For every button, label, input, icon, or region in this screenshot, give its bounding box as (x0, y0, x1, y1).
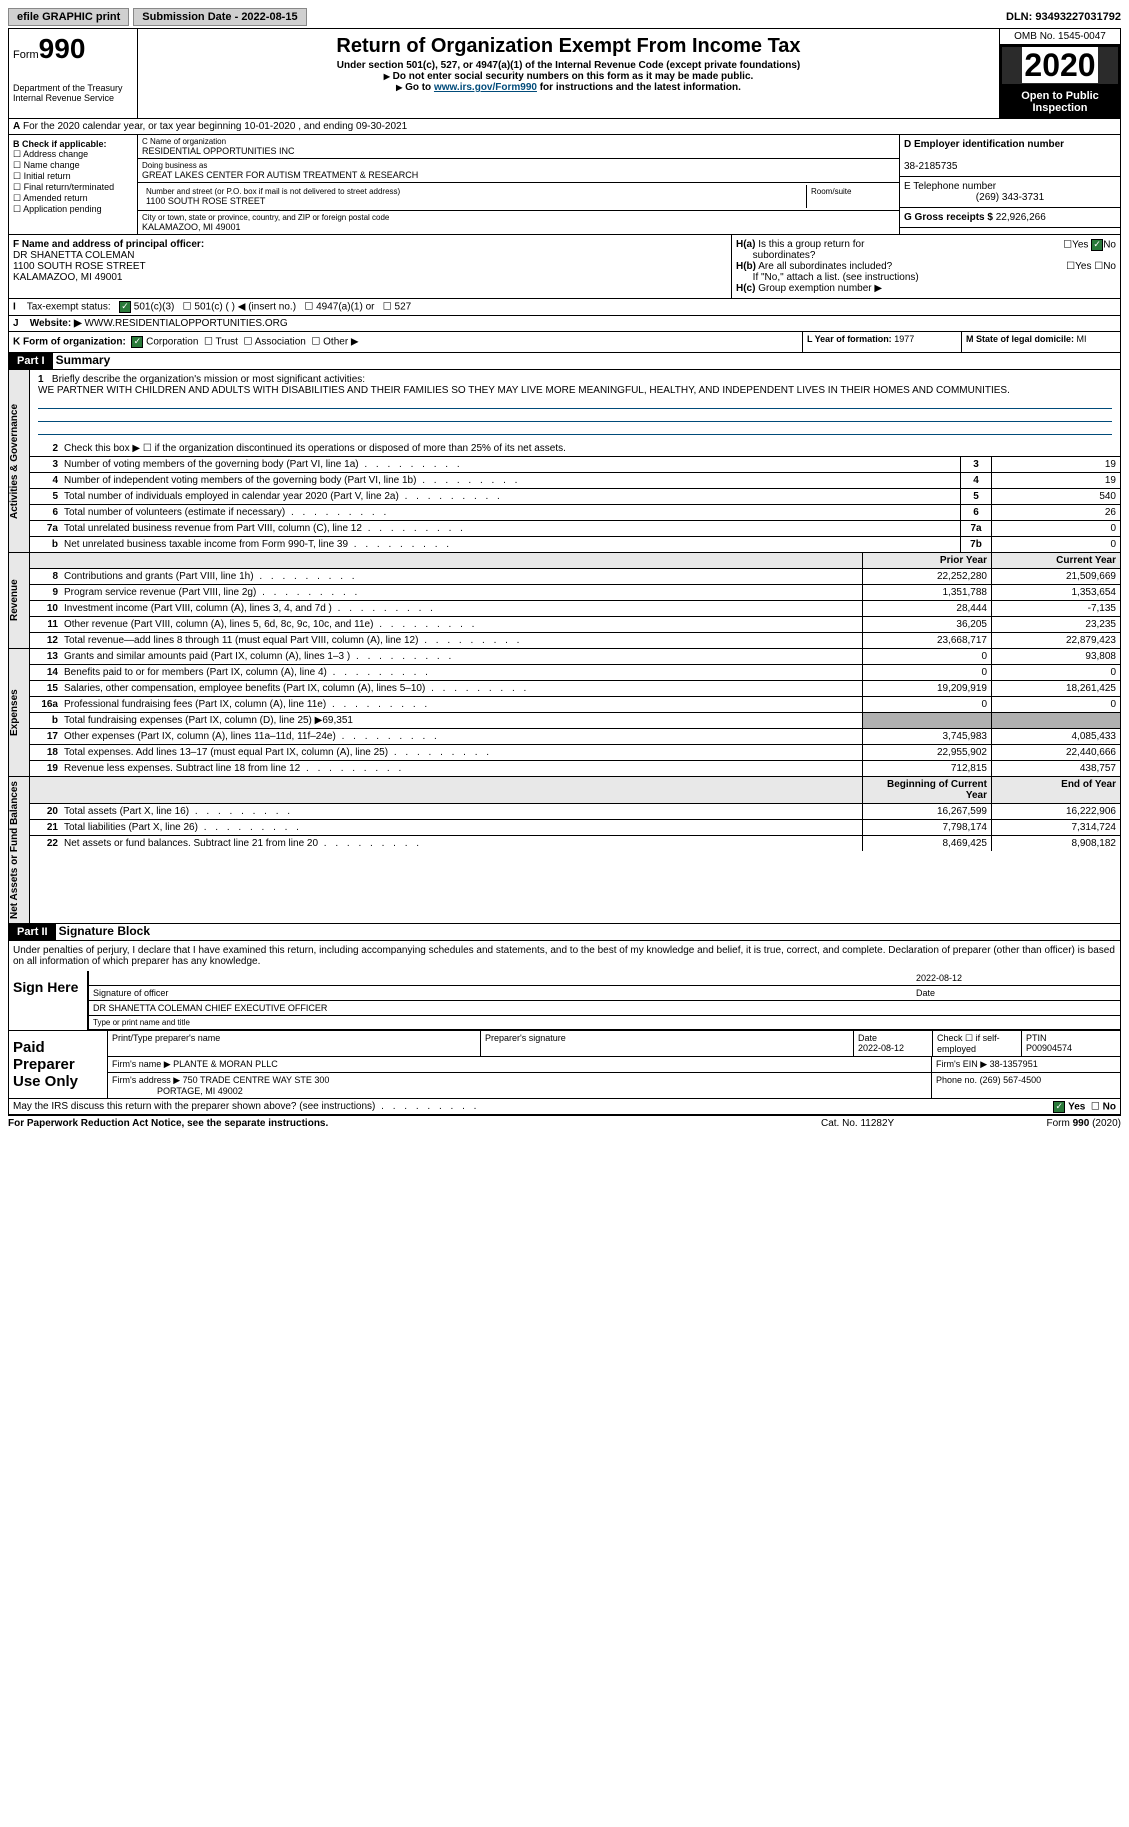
year-formation: 1977 (894, 334, 914, 344)
irs-link[interactable]: www.irs.gov/Form990 (434, 82, 537, 93)
summary-governance: Activities & Governance 1 Briefly descri… (8, 370, 1121, 553)
website: WWW.RESIDENTIALOPPORTUNITIES.ORG (84, 318, 287, 329)
vtab-revenue: Revenue (9, 553, 30, 648)
subtitle: Under section 501(c), 527, or 4947(a)(1)… (142, 60, 995, 71)
box-b: B Check if applicable: ☐ Address change … (9, 135, 138, 234)
summary-line: 7aTotal unrelated business revenue from … (30, 521, 1120, 537)
omb-number: OMB No. 1545-0047 (1000, 29, 1120, 45)
mission-text: WE PARTNER WITH CHILDREN AND ADULTS WITH… (38, 385, 1010, 396)
efile-btn[interactable]: efile GRAPHIC print (8, 8, 129, 26)
part1-header: Part I (9, 353, 53, 369)
summary-line: 20Total assets (Part X, line 16)16,267,5… (30, 804, 1120, 820)
form-number: Form990 (13, 33, 133, 65)
box-c: C Name of organization RESIDENTIAL OPPOR… (138, 135, 899, 234)
box-d: D Employer identification number 38-2185… (899, 135, 1120, 234)
summary-line: bTotal fundraising expenses (Part IX, co… (30, 713, 1120, 729)
firm-ein: 38-1357951 (990, 1059, 1038, 1069)
firm-addr: 750 TRADE CENTRE WAY STE 300 (183, 1075, 330, 1085)
org-dba: GREAT LAKES CENTER FOR AUTISM TREATMENT … (142, 170, 895, 180)
summary-line: 5Total number of individuals employed in… (30, 489, 1120, 505)
summary-line: 22Net assets or fund balances. Subtract … (30, 836, 1120, 851)
section-bcd: B Check if applicable: ☐ Address change … (8, 135, 1121, 235)
prep-date: 2022-08-12 (858, 1043, 904, 1053)
phone: (269) 343-3731 (904, 192, 1116, 203)
summary-expenses: Expenses 13Grants and similar amounts pa… (8, 649, 1121, 777)
summary-line: 11Other revenue (Part VIII, column (A), … (30, 617, 1120, 633)
officer-name: DR SHANETTA COLEMAN (13, 250, 135, 261)
summary-line: 4Number of independent voting members of… (30, 473, 1120, 489)
summary-line: 14Benefits paid to or for members (Part … (30, 665, 1120, 681)
discuss-yes (1053, 1101, 1065, 1113)
state-domicile: MI (1077, 334, 1087, 344)
summary-line: bNet unrelated business taxable income f… (30, 537, 1120, 552)
summary-line: 12Total revenue—add lines 8 through 11 (… (30, 633, 1120, 648)
top-bar: efile GRAPHIC print Submission Date - 20… (8, 8, 1121, 26)
sig-date: 2022-08-12 (916, 973, 1116, 983)
gross-receipts: 22,926,266 (996, 212, 1046, 223)
discuss-row: May the IRS discuss this return with the… (8, 1099, 1121, 1115)
preparer-section: Paid Preparer Use Only Print/Type prepar… (8, 1031, 1121, 1099)
summary-revenue: Revenue Prior YearCurrent Year 8Contribu… (8, 553, 1121, 649)
part2-header: Part II (9, 924, 56, 940)
summary-line: 15Salaries, other compensation, employee… (30, 681, 1120, 697)
summary-line: 10Investment income (Part VIII, column (… (30, 601, 1120, 617)
note2: Go to www.irs.gov/Form990 for instructio… (142, 82, 995, 93)
summary-line: 3Number of voting members of the governi… (30, 457, 1120, 473)
summary-line: 8Contributions and grants (Part VIII, li… (30, 569, 1120, 585)
org-city: KALAMAZOO, MI 49001 (142, 222, 895, 232)
vtab-governance: Activities & Governance (9, 370, 30, 552)
ptin: P00904574 (1026, 1043, 1072, 1053)
summary-line: 16aProfessional fundraising fees (Part I… (30, 697, 1120, 713)
form-title: Return of Organization Exempt From Incom… (142, 35, 995, 58)
summary-line: 18Total expenses. Add lines 13–17 (must … (30, 745, 1120, 761)
part2-bar: Part II Signature Block (8, 924, 1121, 941)
part1-bar: Part I Summary (8, 353, 1121, 370)
corp-check (131, 336, 143, 348)
ein: 38-2185735 (904, 161, 957, 172)
row-k: K Form of organization: Corporation ☐ Tr… (8, 332, 1121, 353)
dln: DLN: 93493227031792 (1006, 11, 1121, 23)
open-inspection: Open to Public Inspection (1000, 86, 1120, 118)
row-j: J Website: ▶ WWW.RESIDENTIALOPPORTUNITIE… (8, 316, 1121, 332)
row-i: I Tax-exempt status: 501(c)(3) ☐ 501(c) … (8, 299, 1121, 316)
submission-date: Submission Date - 2022-08-15 (133, 8, 306, 26)
firm-name: PLANTE & MORAN PLLC (173, 1059, 278, 1069)
org-street: 1100 SOUTH ROSE STREET (146, 196, 802, 206)
summary-netassets: Net Assets or Fund Balances Beginning of… (8, 777, 1121, 924)
sig-intro: Under penalties of perjury, I declare th… (9, 941, 1120, 971)
vtab-expenses: Expenses (9, 649, 30, 776)
signature-section: Under penalties of perjury, I declare th… (8, 941, 1121, 1031)
box-h: H(a) Is this a group return for ☐Yes No … (731, 235, 1120, 298)
dept-treasury: Department of the Treasury Internal Reve… (13, 83, 133, 103)
mission-block: 1 Briefly describe the organization's mi… (30, 370, 1120, 441)
501c3-check (119, 301, 131, 313)
room-suite: Room/suite (807, 185, 895, 208)
summary-line: 9Program service revenue (Part VIII, lin… (30, 585, 1120, 601)
summary-line: 19Revenue less expenses. Subtract line 1… (30, 761, 1120, 776)
summary-line: 17Other expenses (Part IX, column (A), l… (30, 729, 1120, 745)
sign-here-label: Sign Here (9, 971, 87, 1030)
vtab-netassets: Net Assets or Fund Balances (9, 777, 30, 923)
note1: Do not enter social security numbers on … (142, 71, 995, 82)
org-name: RESIDENTIAL OPPORTUNITIES INC (142, 146, 895, 156)
page-footer: For Paperwork Reduction Act Notice, see … (8, 1115, 1121, 1131)
officer-printed: DR SHANETTA COLEMAN CHIEF EXECUTIVE OFFI… (89, 1001, 1120, 1016)
row-a-period: A For the 2020 calendar year, or tax yea… (8, 119, 1121, 135)
section-fgh: F Name and address of principal officer:… (8, 235, 1121, 299)
prep-phone: (269) 567-4500 (980, 1075, 1042, 1085)
summary-line: 13Grants and similar amounts paid (Part … (30, 649, 1120, 665)
form-header: Form990 Department of the Treasury Inter… (8, 28, 1121, 119)
summary-line: 6Total number of volunteers (estimate if… (30, 505, 1120, 521)
ha-no-check (1091, 239, 1103, 251)
tax-year: 2020 (1000, 45, 1120, 86)
summary-line: 21Total liabilities (Part X, line 26)7,7… (30, 820, 1120, 836)
paid-preparer-label: Paid Preparer Use Only (9, 1031, 107, 1098)
